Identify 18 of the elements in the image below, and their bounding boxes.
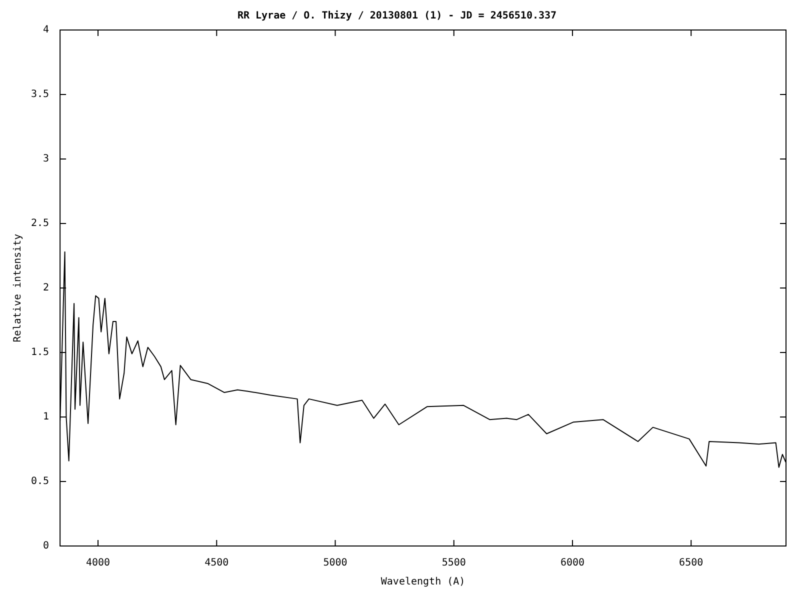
x-tick-label: 6000	[560, 558, 585, 569]
y-tick-label: 4	[43, 24, 50, 36]
x-tick-label: 4000	[86, 558, 110, 569]
y-tick-label: 3	[43, 154, 50, 165]
y-axis-title: Relative intensity	[12, 234, 24, 342]
x-tick-label: 4500	[204, 558, 229, 569]
y-tick-label: 3.5	[31, 89, 50, 100]
x-tick-label: 5500	[442, 558, 466, 569]
y-tick-label: 1	[43, 412, 50, 423]
x-tick-label: 5000	[323, 558, 348, 569]
y-tick-label: 0.5	[31, 476, 50, 488]
x-axis-title: Wavelength (A)	[380, 576, 466, 588]
y-tick-label: 2	[43, 282, 50, 294]
y-tick-label: 0	[43, 540, 50, 552]
y-tick-label: 1.5	[31, 347, 50, 358]
chart-title: RR Lyrae / O. Thizy / 20130801 (1) - JD = 2456510.337	[237, 10, 557, 22]
x-tick-label: 6500	[679, 558, 704, 569]
y-tick-label: 2.5	[31, 218, 50, 230]
